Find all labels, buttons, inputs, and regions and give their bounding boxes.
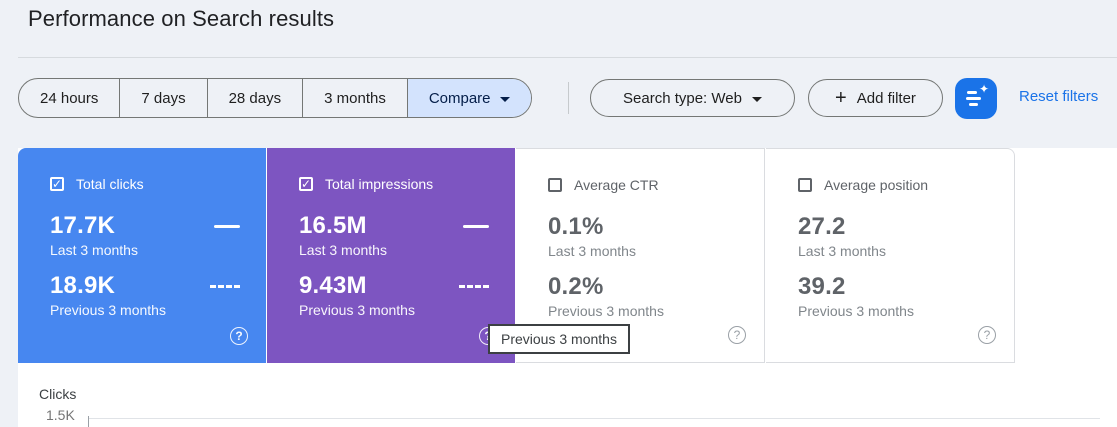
card-label: Average CTR (574, 177, 659, 193)
search-type-dropdown[interactable]: Search type: Web (590, 79, 795, 117)
tab-label: 3 months (324, 89, 386, 107)
current-value: 16.5M (299, 212, 367, 239)
tab-3-months[interactable]: 3 months (302, 79, 407, 117)
total-clicks-checkbox[interactable]: ✓ (50, 177, 64, 191)
tab-7-days[interactable]: 7 days (119, 79, 206, 117)
card-average-position[interactable]: Average position 27.2 Last 3 months 39.2… (766, 148, 1015, 363)
plus-icon: + (835, 87, 847, 109)
current-period: Last 3 months (299, 242, 387, 258)
chart-gridline (89, 418, 1100, 419)
previous-value: 0.2% (548, 273, 604, 300)
filter-sparkle-icon: ✦ (966, 83, 989, 106)
card-label: Total impressions (325, 176, 434, 192)
average-position-checkbox[interactable] (798, 178, 812, 192)
help-icon[interactable]: ? (230, 327, 248, 345)
sparkle-icon: ✦ (978, 82, 989, 96)
previous-value: 9.43M (299, 272, 367, 299)
header-divider (18, 57, 1117, 58)
card-label: Average position (824, 177, 929, 193)
tab-28-days[interactable]: 28 days (206, 79, 303, 117)
chart-axis-title: Clicks (39, 386, 77, 402)
current-value: 17.7K (50, 212, 116, 239)
toolbar-divider (568, 82, 569, 114)
chevron-down-icon (751, 96, 762, 102)
help-icon[interactable]: ? (728, 326, 746, 344)
page-title: Performance on Search results (28, 6, 335, 31)
previous-period: Previous 3 months (798, 303, 914, 319)
help-icon[interactable]: ? (978, 326, 996, 344)
tab-label: 28 days (228, 89, 282, 107)
current-period: Last 3 months (798, 243, 886, 259)
previous-period: Previous 3 months (50, 302, 166, 318)
average-ctr-checkbox[interactable] (548, 178, 562, 192)
current-value: 0.1% (548, 213, 604, 240)
current-value: 27.2 (798, 213, 846, 240)
card-total-impressions[interactable]: ✓ Total impressions 16.5M Last 3 months … (267, 148, 515, 363)
card-total-clicks[interactable]: ✓ Total clicks 17.7K Last 3 months 18.9K… (18, 148, 266, 363)
search-type-label: Search type: Web (623, 89, 742, 107)
tab-24-hours[interactable]: 24 hours (19, 79, 119, 117)
reset-filters-link[interactable]: Reset filters (1019, 88, 1099, 105)
tab-label: Compare (428, 89, 491, 107)
tab-label: 24 hours (40, 89, 99, 107)
previous-period-tooltip: Previous 3 months (488, 324, 630, 354)
add-filter-label: Add filter (856, 89, 916, 107)
dashed-line-legend-icon (210, 284, 240, 288)
previous-period: Previous 3 months (299, 302, 415, 318)
previous-value: 39.2 (798, 273, 846, 300)
chart-axis-tick (88, 416, 89, 427)
solid-line-legend-icon (214, 224, 240, 228)
dashed-line-legend-icon (459, 284, 489, 288)
filter-toolbar: 24 hours 7 days 28 days 3 months Compare… (18, 78, 1117, 119)
chart-y-tick-label: 1.5K (46, 407, 75, 423)
previous-value: 18.9K (50, 272, 116, 299)
solid-line-legend-icon (463, 224, 489, 228)
chevron-down-icon (499, 96, 510, 102)
total-impressions-checkbox[interactable]: ✓ (299, 177, 313, 191)
tab-label: 7 days (141, 89, 186, 107)
add-filter-button[interactable]: + Add filter (808, 79, 943, 117)
filter-tune-button[interactable]: ✦ (955, 78, 997, 119)
current-period: Last 3 months (548, 243, 636, 259)
card-label: Total clicks (76, 176, 144, 192)
previous-period: Previous 3 months (548, 303, 664, 319)
current-period: Last 3 months (50, 242, 138, 258)
date-range-segmented-control: 24 hours 7 days 28 days 3 months Compare (18, 78, 532, 118)
tab-compare[interactable]: Compare (406, 79, 531, 117)
